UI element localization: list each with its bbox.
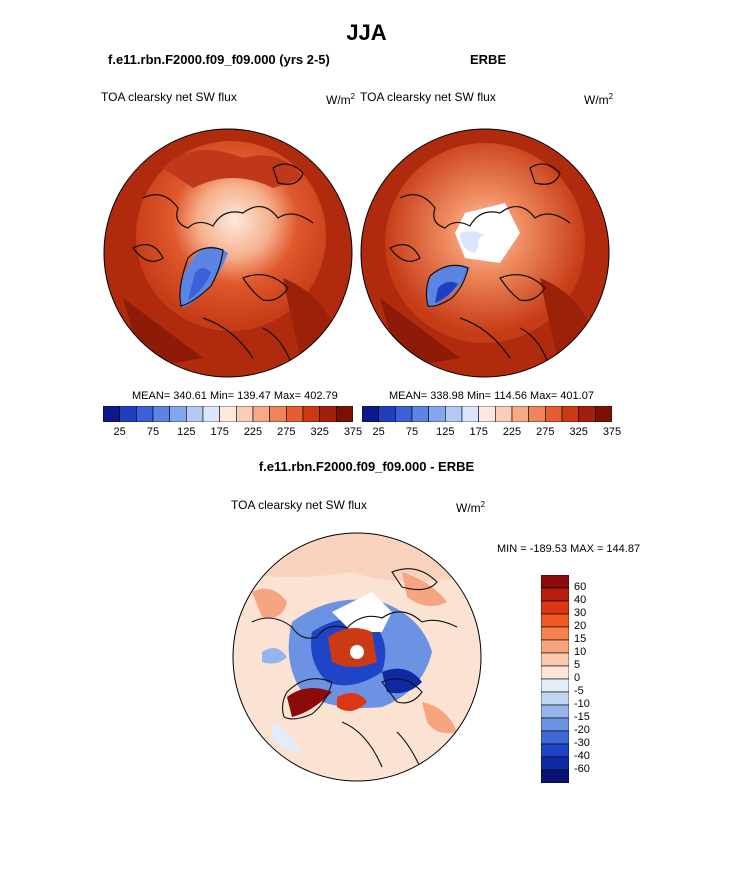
left-panel-heading: f.e11.rbn.F2000.f09_f09.000 (yrs 2-5) bbox=[108, 52, 330, 67]
left-colorbar-tick-label: 75 bbox=[146, 426, 160, 438]
diff-heading: f.e11.rbn.F2000.f09_f09.000 - ERBE bbox=[258, 459, 475, 474]
left-colorbar-tick-label: 225 bbox=[243, 426, 263, 438]
left-colorbar-swatch bbox=[336, 406, 353, 422]
left-colorbar-swatch bbox=[302, 406, 320, 422]
left-colorbar-swatch bbox=[119, 406, 137, 422]
right-colorbar-swatch bbox=[362, 406, 379, 422]
right-colorbar-tick-label: 125 bbox=[436, 426, 455, 438]
diff-colorbar-tick-label: 0 bbox=[574, 672, 581, 684]
right-colorbar-tick-label: 25 bbox=[372, 426, 385, 438]
diff-colorbar-swatch bbox=[541, 639, 569, 654]
left-colorbar-swatch bbox=[286, 406, 304, 422]
page-title: JJA bbox=[346, 20, 387, 45]
left-colorbar-swatch bbox=[103, 406, 120, 422]
left-colorbar-tick-label: 325 bbox=[310, 426, 329, 438]
left-colorbar-tick-label: 125 bbox=[177, 426, 196, 438]
left-colorbar-swatch bbox=[269, 406, 287, 422]
right-panel-heading: ERBE bbox=[470, 52, 507, 67]
right-colorbar-tick-label: 175 bbox=[469, 426, 488, 438]
diff-colorbar-tick-label: -10 bbox=[574, 698, 590, 710]
diff-colorbar-swatch bbox=[541, 691, 569, 706]
diff-colorbar-swatch bbox=[541, 743, 569, 758]
right-colorbar-tick-label: 75 bbox=[405, 426, 419, 438]
left-colorbar-tick-label: 275 bbox=[277, 426, 296, 438]
right-colorbar-swatch bbox=[595, 406, 612, 422]
left-colorbar-swatch bbox=[219, 406, 237, 422]
diff-colorbar-tick-label: -60 bbox=[574, 763, 590, 775]
right-colorbar-swatch bbox=[578, 406, 596, 422]
diff-colorbar-tick-label: 10 bbox=[574, 646, 587, 658]
right-colorbar-swatch bbox=[378, 406, 396, 422]
right-colorbar-swatch bbox=[411, 406, 429, 422]
right-colorbar-tick-label: 275 bbox=[536, 426, 555, 438]
left-colorbar-swatch bbox=[319, 406, 337, 422]
diff-colorbar-tick-label: -5 bbox=[574, 685, 584, 697]
diff-minmax: MIN = -189.53 MAX = 144.87 bbox=[497, 543, 641, 555]
diff-colorbar-tick-label: 5 bbox=[574, 659, 581, 671]
diff-colorbar-swatch bbox=[541, 769, 569, 783]
left-field-label: TOA clearsky net SW flux bbox=[101, 90, 237, 104]
left-colorbar bbox=[103, 406, 353, 422]
diff-colorbar-swatch bbox=[541, 600, 569, 615]
right-colorbar-swatch bbox=[428, 406, 446, 422]
left-colorbar-swatch bbox=[202, 406, 220, 422]
diff-colorbar-swatch bbox=[541, 587, 569, 602]
diff-colorbar-tick-label: 20 bbox=[574, 620, 587, 632]
right-colorbar bbox=[362, 406, 612, 422]
right-colorbar-swatch bbox=[478, 406, 496, 422]
right-colorbar-swatch bbox=[545, 406, 563, 422]
right-unit-label: W/m2 bbox=[584, 92, 614, 107]
left-colorbar-swatch bbox=[236, 406, 254, 422]
diff-colorbar-swatch bbox=[541, 665, 569, 680]
diff-colorbar-tick-label: -20 bbox=[574, 724, 590, 736]
diff-field-label: TOA clearsky net SW flux bbox=[231, 498, 367, 512]
right-colorbar-swatch bbox=[561, 406, 579, 422]
right-colorbar-tick-label: 225 bbox=[502, 426, 522, 438]
right-colorbar-tick-label: 325 bbox=[569, 426, 588, 438]
left-colorbar-swatch bbox=[136, 406, 154, 422]
left-colorbar-swatch bbox=[252, 406, 270, 422]
diff-colorbar-tick-label: 60 bbox=[574, 581, 587, 593]
diff-colorbar-swatch bbox=[541, 730, 569, 745]
left-colorbar-tick-label: 375 bbox=[343, 426, 363, 438]
diff-colorbar-swatch bbox=[541, 613, 569, 628]
right-colorbar-swatch bbox=[445, 406, 463, 422]
diff-colorbar-swatch bbox=[541, 717, 569, 732]
right-polar-map bbox=[360, 128, 610, 378]
diff-colorbar-swatch bbox=[541, 756, 569, 771]
diff-colorbar-ticks: 60 40 30 20 15 10 5 0 -5 -10 -15 -20 -30 -40 -60 bbox=[574, 575, 604, 783]
diff-colorbar-swatch bbox=[541, 575, 569, 589]
diff-polar-map bbox=[232, 532, 482, 782]
left-colorbar-tick-label: 175 bbox=[210, 426, 229, 438]
diff-colorbar-tick-label: -30 bbox=[574, 737, 590, 749]
right-field-label: TOA clearsky net SW flux bbox=[360, 90, 496, 104]
left-colorbar-swatch bbox=[186, 406, 204, 422]
diff-colorbar-tick-label: 40 bbox=[574, 594, 587, 606]
right-colorbar-swatch bbox=[528, 406, 546, 422]
diff-colorbar bbox=[541, 575, 569, 783]
left-colorbar-tick-label: 25 bbox=[113, 426, 126, 438]
diff-colorbar-swatch bbox=[541, 652, 569, 667]
diff-colorbar-swatch bbox=[541, 626, 569, 641]
diff-colorbar-tick-label: 15 bbox=[574, 633, 587, 645]
diff-colorbar-tick-label: -40 bbox=[574, 750, 590, 762]
diff-unit-label: W/m2 bbox=[456, 500, 486, 515]
left-stats: MEAN= 340.61 Min= 139.47 Max= 402.79 bbox=[132, 390, 338, 402]
right-colorbar-swatch bbox=[461, 406, 479, 422]
right-colorbar-swatch bbox=[395, 406, 413, 422]
diff-colorbar-swatch bbox=[541, 678, 569, 693]
left-polar-map bbox=[103, 128, 353, 378]
left-unit-label: W/m2 bbox=[326, 92, 356, 107]
diff-colorbar-swatch bbox=[541, 704, 569, 719]
right-colorbar-tick-label: 375 bbox=[602, 426, 622, 438]
left-colorbar-swatch bbox=[152, 406, 170, 422]
left-colorbar-ticks: 25 75 125 175 225 275 325 375 bbox=[103, 426, 363, 440]
right-colorbar-swatch bbox=[495, 406, 513, 422]
right-stats: MEAN= 338.98 Min= 114.56 Max= 401.07 bbox=[389, 390, 594, 402]
left-colorbar-swatch bbox=[169, 406, 187, 422]
right-colorbar-ticks: 25 75 125 175 225 275 325 375 bbox=[362, 426, 622, 440]
right-colorbar-swatch bbox=[511, 406, 529, 422]
diff-colorbar-tick-label: 30 bbox=[574, 607, 587, 619]
diff-colorbar-tick-label: -15 bbox=[574, 711, 590, 723]
